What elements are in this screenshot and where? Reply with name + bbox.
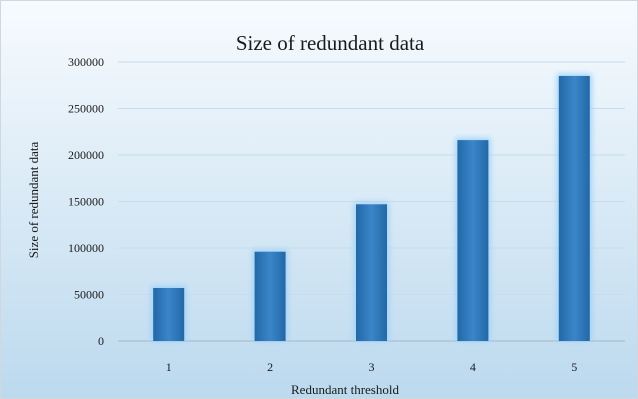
x-tick-label: 5 xyxy=(571,360,577,374)
bar-2 xyxy=(254,251,286,341)
x-axis-ticks: 1 2 3 4 5 xyxy=(166,360,578,374)
chart-title: Size of redundant data xyxy=(236,31,425,55)
y-axis-title: Size of redundant data xyxy=(26,141,41,258)
y-tick-label: 0 xyxy=(98,334,104,348)
x-axis-title: Redundant threshold xyxy=(291,382,399,397)
y-tick-label: 250000 xyxy=(68,102,104,116)
bar-5 xyxy=(558,75,590,341)
bars xyxy=(151,73,592,341)
y-tick-label: 200000 xyxy=(68,148,104,162)
gridlines xyxy=(118,61,625,342)
bar-3 xyxy=(356,204,387,341)
x-tick-label: 1 xyxy=(166,360,172,374)
x-tick-label: 2 xyxy=(267,360,273,374)
x-tick-label: 3 xyxy=(369,360,375,374)
bar-1 xyxy=(153,287,185,341)
x-tick-label: 4 xyxy=(470,360,476,374)
y-tick-label: 300000 xyxy=(68,55,104,69)
bar-4 xyxy=(457,140,489,341)
y-tick-label: 50000 xyxy=(74,288,104,302)
y-axis-ticks: 0 50000 100000 150000 200000 250000 300000 xyxy=(68,55,104,348)
y-tick-label: 100000 xyxy=(68,241,104,255)
y-tick-label: 150000 xyxy=(68,195,104,209)
